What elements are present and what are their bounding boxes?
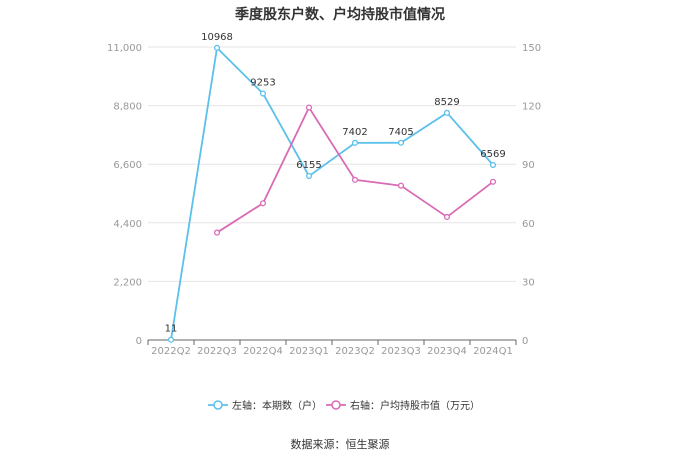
x-tick-label: 2022Q3 [197,346,237,357]
series-point-2 [305,104,313,111]
right-tick-label: 30 [522,277,535,288]
data-label: 7402 [342,127,367,138]
left-tick-label: 0 [136,336,142,347]
series-point-2 [397,182,405,189]
series-point-2 [489,178,497,185]
x-tick-label: 2022Q4 [243,346,283,357]
series-line-1 [170,45,494,340]
series-point-1 [397,139,405,146]
legend-label: 右轴：户均持股市值（万元） [350,399,480,412]
x-tick-label: 2024Q1 [473,346,513,357]
x-tick-label: 2023Q2 [335,346,375,357]
series-point-1 [167,336,175,343]
series-point-1 [443,109,451,116]
chart-title: 季度股东户数、户均持股市值情况 [235,7,445,23]
series-point-2 [443,213,451,220]
left-tick-label: 4,400 [113,219,142,230]
series-point-2 [351,176,359,183]
data-label: 9253 [250,78,275,89]
source-note: 数据来源：恒生聚源 [290,438,390,451]
right-tick-label: 150 [522,43,541,54]
x-tick-label: 2023Q4 [427,346,467,357]
series-point-2 [259,200,267,207]
x-tick-label: 2022Q2 [151,346,191,357]
series-point-1 [259,90,267,97]
legend-marker [213,400,223,410]
series-point-2 [213,229,221,236]
right-tick-label: 90 [522,160,535,171]
series-point-1 [351,139,359,146]
data-label: 11 [165,324,178,335]
left-tick-label: 6,600 [113,160,142,171]
right-tick-label: 60 [522,219,535,230]
data-label: 8529 [434,97,459,108]
right-tick-label: 120 [522,102,541,113]
right-tick-label: 0 [522,336,528,347]
left-tick-label: 11,000 [107,43,142,54]
left-tick-label: 2,200 [113,277,142,288]
series-point-1 [305,173,313,180]
x-tick-label: 2023Q3 [381,346,421,357]
data-label: 10968 [201,32,233,43]
data-label: 6155 [296,160,321,171]
series-point-1 [489,161,497,169]
legend-label: 左轴：本期数（户） [232,399,322,412]
data-label: 6569 [480,149,505,160]
x-tick-label: 2023Q1 [289,346,329,357]
data-label: 7405 [388,127,413,138]
series-point-1 [213,44,221,51]
legend-marker [331,400,341,410]
left-tick-label: 8,800 [113,102,142,113]
